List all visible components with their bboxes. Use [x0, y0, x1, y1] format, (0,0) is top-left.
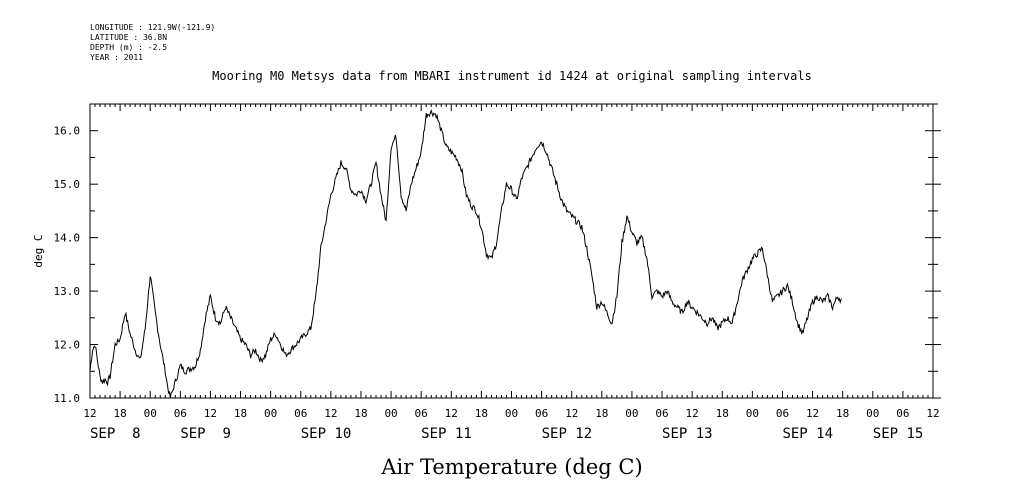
x-axis-ticks: [89, 104, 934, 398]
x-tick-label: 00: [264, 407, 277, 420]
y-axis-ticks: [90, 103, 941, 399]
x-tick-label: 12: [204, 407, 217, 420]
date-label: SEP 8: [90, 426, 141, 442]
series-line-air-temperature: [89, 109, 843, 399]
x-axis-tick-labels: 12 18 00 06 12 18 00 06 12 18 00 06 12 18 00 06 12 18 00 06…: [83, 407, 939, 420]
chart-title: Mooring M0 Metsys data from MBARI instru…: [212, 69, 812, 83]
x-tick-label: 18: [354, 407, 367, 420]
y-tick-label: 13.0: [54, 285, 81, 298]
longitude-label: LONGITUDE : 121.9W(-121.9): [90, 23, 215, 32]
x-tick-label: 00: [505, 407, 518, 420]
y-axis-label: deg C: [32, 234, 45, 267]
x-tick-label: 18: [113, 407, 126, 420]
x-tick-label: 00: [144, 407, 157, 420]
x-tick-label: 00: [866, 407, 879, 420]
x-tick-label: 12: [686, 407, 699, 420]
x-tick-label: 18: [475, 407, 488, 420]
x-tick-label: 06: [174, 407, 187, 420]
x-tick-label: 18: [836, 407, 849, 420]
x-tick-label: 12: [806, 407, 819, 420]
x-tick-label: 12: [324, 407, 337, 420]
year-label: YEAR : 2011: [90, 53, 143, 62]
x-tick-label: 06: [655, 407, 668, 420]
y-tick-label: 12.0: [54, 339, 81, 352]
x-axis-date-labels: SEP 8 SEP 9 SEP 10 SEP 11 SEP 12 SEP 13 SEP 14…: [90, 426, 923, 442]
x-tick-label: 12: [565, 407, 578, 420]
x-tick-label: 00: [384, 407, 397, 420]
y-tick-label: 16.0: [54, 125, 81, 138]
date-label: SEP 12: [542, 426, 593, 442]
x-tick-label: 00: [746, 407, 759, 420]
depth-label: DEPTH (m) : -2.5: [90, 43, 167, 52]
x-tick-label: 06: [896, 407, 909, 420]
date-label: SEP 10: [301, 426, 352, 442]
x-tick-label: 18: [595, 407, 608, 420]
x-tick-label: 00: [625, 407, 638, 420]
x-tick-label: 06: [294, 407, 307, 420]
date-label: SEP 9: [180, 426, 231, 442]
x-tick-label: 12: [445, 407, 458, 420]
x-tick-label: 18: [234, 407, 247, 420]
y-tick-label: 11.0: [54, 392, 81, 405]
x-axis-label: Air Temperature (deg C): [380, 455, 642, 479]
date-label: SEP 13: [662, 426, 713, 442]
x-tick-label: 06: [415, 407, 428, 420]
date-label: SEP 14: [782, 426, 833, 442]
x-tick-label: 12: [926, 407, 939, 420]
x-tick-label: 06: [776, 407, 789, 420]
y-tick-label: 14.0: [54, 232, 81, 245]
x-tick-label: 12: [83, 407, 96, 420]
y-tick-label: 15.0: [54, 178, 81, 191]
latitude-label: LATITUDE : 36.8N: [90, 33, 167, 42]
y-axis-tick-labels: 11.0 12.0 13.0 14.0 15.0 16.0: [54, 125, 81, 405]
x-tick-label: 18: [716, 407, 729, 420]
x-tick-label: 06: [535, 407, 548, 420]
date-label: SEP 15: [873, 426, 924, 442]
plot-frame: [89, 103, 934, 399]
date-label: SEP 11: [421, 426, 472, 442]
